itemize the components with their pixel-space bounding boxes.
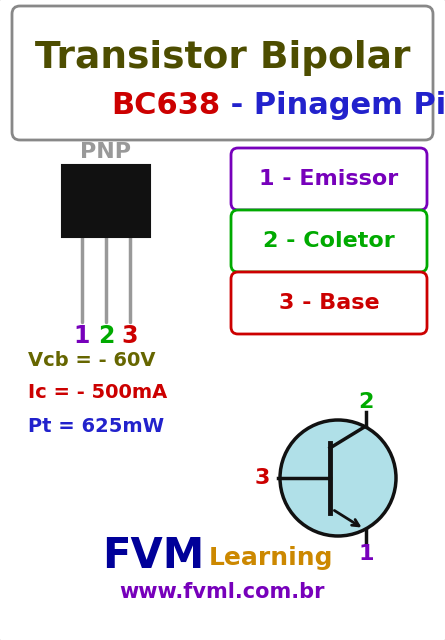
- Text: 1: 1: [358, 544, 374, 564]
- Text: 3: 3: [122, 324, 138, 348]
- Text: PNP: PNP: [80, 142, 130, 162]
- Text: 3 - Base: 3 - Base: [279, 293, 379, 313]
- Text: 3: 3: [254, 468, 270, 488]
- FancyBboxPatch shape: [231, 272, 427, 334]
- Text: www.fvml.com.br: www.fvml.com.br: [120, 582, 325, 602]
- Text: Transistor Bipolar: Transistor Bipolar: [35, 40, 410, 76]
- Bar: [62, 165, 150, 237]
- FancyBboxPatch shape: [231, 148, 427, 210]
- Text: 2: 2: [98, 324, 114, 348]
- Text: - Pinagem Pinout: - Pinagem Pinout: [221, 90, 445, 120]
- Text: Ic = - 500mA: Ic = - 500mA: [28, 383, 167, 403]
- Text: BC638: BC638: [111, 90, 221, 120]
- Text: 1 - Emissor: 1 - Emissor: [259, 169, 399, 189]
- FancyBboxPatch shape: [231, 210, 427, 272]
- Text: 1: 1: [74, 324, 90, 348]
- Text: FVM: FVM: [102, 535, 205, 577]
- Text: Pt = 625mW: Pt = 625mW: [28, 417, 164, 435]
- Text: 2 - Coletor: 2 - Coletor: [263, 231, 395, 251]
- Circle shape: [280, 420, 396, 536]
- FancyBboxPatch shape: [12, 6, 433, 140]
- Text: Vcb = - 60V: Vcb = - 60V: [28, 351, 155, 369]
- Text: Learning: Learning: [209, 546, 333, 570]
- Text: 2: 2: [358, 392, 374, 412]
